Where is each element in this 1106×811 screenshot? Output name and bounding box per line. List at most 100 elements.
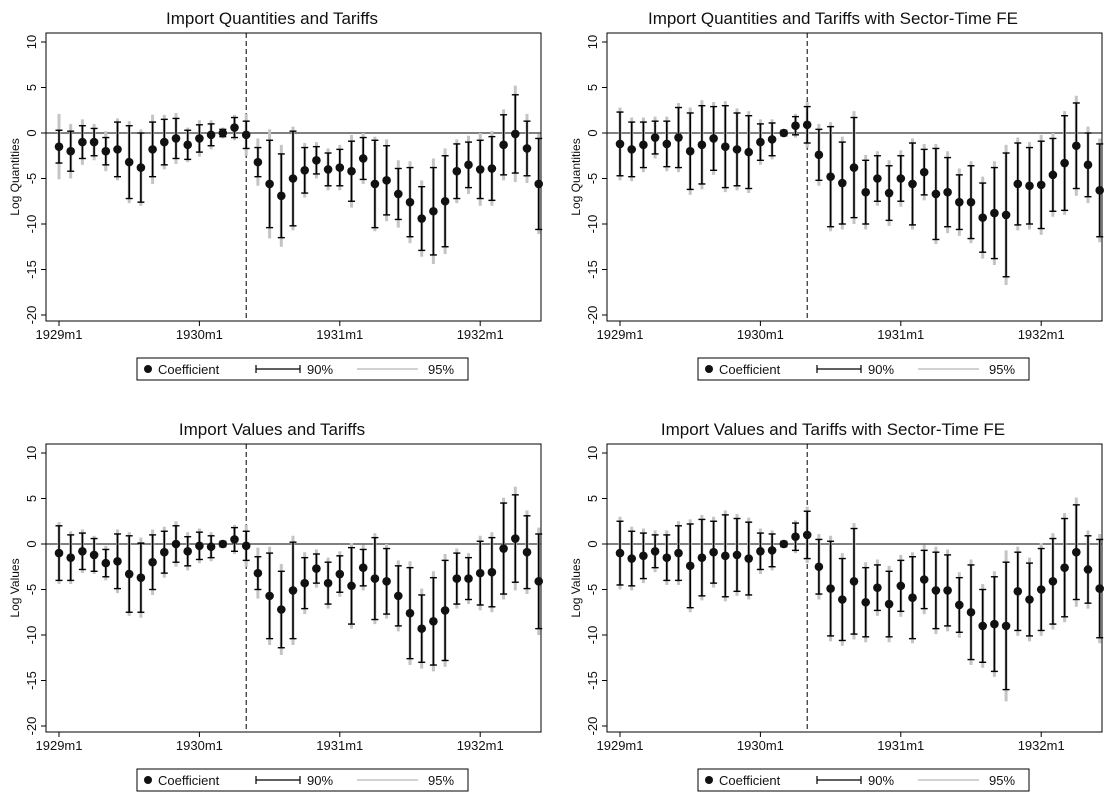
legend-label-95: 95% [989,773,1015,788]
coefficient-point [464,574,473,583]
coefficient-point [1072,141,1081,151]
coefficient-point [697,553,707,562]
coefficient-point [405,608,415,618]
coefficient-point [452,574,462,583]
chart-panel-bottom-left: Import Values and Tariffs 10 5 0 -5 -10 -15 -20… [0,411,545,811]
legend: Coefficient 90% 95% [136,768,469,792]
coefficient-point [148,557,157,567]
coefficient-point [943,187,952,197]
coefficient-point [265,179,274,189]
coefficient-point [744,554,753,563]
plot-frame [45,32,542,322]
coefficient-point [124,569,134,579]
coefficient-point [650,546,660,556]
chart-panel-top-right: Import Quantities and Tariffs with Secto… [561,0,1106,400]
coefficient-point [1083,160,1093,170]
coefficient-point [697,140,707,150]
coefficient-point [323,578,333,588]
coefficient-point [1001,210,1011,220]
chart-title: Import Values and Tariffs with Sector-Ti… [661,420,1005,439]
coefficient-point [1083,565,1093,574]
coefficient-point [639,140,648,150]
coefficient-point [884,188,894,198]
legend-coefficient-marker [144,365,152,373]
coefficient-point [370,179,380,189]
coefficient-point [487,164,497,173]
coefficient-point [978,213,987,222]
y-tick-label: -10 [24,626,39,645]
coefficient-point [54,548,64,558]
coefficient-point [241,541,251,551]
coefficient-point [382,176,391,185]
coefficient-point [312,564,321,573]
coefficient-point [417,624,427,633]
coefficient-point [685,146,695,156]
coefficient-point [288,586,298,595]
coefficient-point [499,544,508,553]
coefficient-point [709,547,718,557]
coefficient-point [662,139,672,149]
y-tick-label: -5 [24,584,39,596]
coefficient-point [277,605,286,614]
legend-box [136,768,469,792]
coefficient-point [709,134,718,143]
coefficient-point [487,567,497,577]
coefficient-point [943,586,952,595]
x-tick-label: 1929m1 [597,738,644,753]
legend-label-90: 90% [307,773,333,788]
coefficient-point [312,156,321,165]
x-tick-label: 1930m1 [176,327,223,342]
legend: Coefficient 90% 95% [697,357,1030,381]
coefficient-point [838,595,847,604]
coefficient-point [767,135,777,144]
coefficient-point [475,165,485,174]
coefficient-point [1025,181,1034,191]
coefficient-point [732,550,742,560]
coefficient-point [78,546,87,556]
coefficient-point [277,191,286,201]
coefficient-point [931,189,941,199]
legend-label-90: 90% [868,773,894,788]
coefficient-point [1048,170,1058,180]
coefficient-point [779,128,789,138]
coefficient-point [382,577,391,586]
y-tick-label: -5 [585,173,600,185]
chart-title: Import Quantities and Tariffs with Secto… [648,9,1018,28]
legend-label-coefficient: Coefficient [719,362,781,377]
chart-title: Import Values and Tariffs [179,420,365,439]
legend: Coefficient 90% 95% [136,357,469,381]
coefficient-point [160,137,169,147]
coefficient-point [955,197,964,207]
coefficient-point [335,163,345,172]
legend-label-coefficient: Coefficient [158,362,220,377]
coefficient-point [511,534,520,543]
coefficient-point [826,584,835,593]
coefficient-point [78,137,87,147]
coefficient-point [89,137,99,147]
coefficient-point [171,134,181,143]
coefficient-point [931,586,941,595]
coefficient-point [615,139,625,149]
coefficient-point [417,214,427,223]
legend-box [697,768,1030,792]
coefficient-point [429,206,438,216]
coefficient-point [791,121,800,131]
coefficient-point [452,166,462,176]
coefficient-point [358,154,368,163]
coefficient-point [370,574,380,583]
coefficient-point [814,150,824,160]
x-tick-label: 1931m1 [316,738,363,753]
coefficient-point [674,133,683,142]
y-tick-label: -10 [585,215,600,234]
coefficient-point [896,174,906,183]
coefficient-point [1025,595,1034,604]
coefficient-point [183,140,192,150]
coefficient-point [300,166,310,175]
coefficient-point [627,145,636,154]
chart-svg: Import Values and Tariffs 10 5 0 -5 -10 -15 -20… [8,420,543,792]
coefficient-point [1013,587,1023,596]
y-tick-label: -15 [24,260,39,279]
coefficient-point [732,145,742,154]
coefficient-point [66,146,75,156]
coefficient-point [230,535,239,544]
